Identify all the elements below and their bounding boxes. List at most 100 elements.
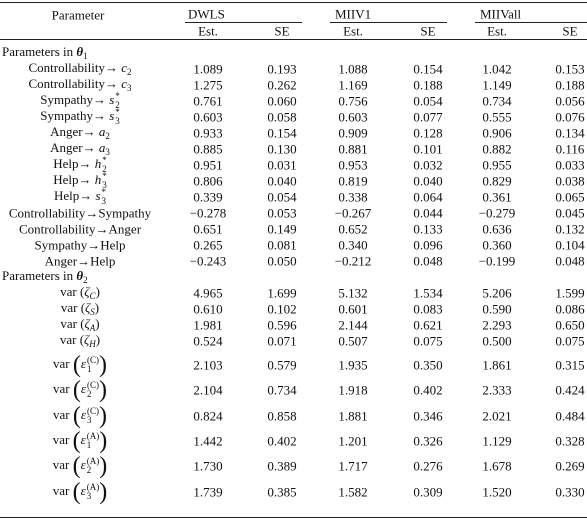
value-cell: 0.756: [338, 93, 368, 109]
value-cell: 0.507: [338, 333, 368, 349]
row-label: var (ε (A) 1): [53, 429, 107, 453]
value-cell: 0.065: [555, 189, 585, 205]
value-cell: 0.933: [193, 125, 223, 141]
label-part: ): [98, 377, 107, 404]
value-cell: 0.132: [555, 221, 585, 237]
value-cell: 0.130: [267, 141, 297, 157]
label-part: ): [98, 402, 107, 429]
value-cell: 0.096: [413, 237, 443, 253]
column-header: Est.: [198, 23, 218, 39]
subscript: 3: [102, 180, 107, 190]
value-cell: 1.201: [338, 433, 368, 449]
label-part: c: [121, 60, 128, 75]
value-cell: 0.128: [413, 125, 443, 141]
value-cell: 0.058: [267, 109, 297, 125]
value-cell: 0.104: [555, 237, 585, 253]
value-cell: −0.243: [189, 253, 227, 269]
value-cell: 0.330: [555, 484, 585, 499]
superscript: (C): [86, 405, 99, 416]
label-part: Controllability→: [28, 60, 122, 75]
value-cell: 0.953: [338, 157, 368, 173]
value-cell: −0.212: [334, 253, 372, 269]
label-part: Controllability→: [28, 76, 122, 91]
bottom-rule: [0, 517, 587, 518]
value-cell: 0.885: [193, 141, 223, 157]
value-cell: 2.104: [193, 382, 223, 398]
row-label: var (ζA): [60, 317, 99, 333]
header-rule: [0, 39, 587, 40]
value-cell: 0.154: [267, 125, 297, 141]
value-cell: 0.955: [482, 157, 512, 173]
subscript: 3: [86, 414, 92, 425]
value-cell: 0.636: [482, 221, 512, 237]
label-part: 2: [127, 67, 132, 77]
label-part: Anger→: [50, 140, 99, 155]
value-cell: 0.031: [267, 157, 297, 173]
value-cell: 0.621: [413, 317, 443, 333]
value-cell: 0.881: [338, 141, 368, 157]
sub-sup: * 2: [115, 92, 120, 110]
label-part: (: [72, 352, 81, 378]
superscript: *: [102, 155, 107, 165]
label-part: S: [90, 307, 95, 317]
value-cell: 0.053: [267, 205, 297, 221]
label-part: a: [98, 140, 106, 155]
superscript: (C): [86, 380, 99, 391]
group-header: MIIVall: [480, 6, 522, 22]
label-part: ζ: [84, 284, 90, 299]
value-cell: 0.101: [413, 141, 443, 157]
label-part: var (: [60, 300, 86, 315]
label-part: var (: [60, 284, 85, 299]
label-part: a: [98, 124, 106, 139]
sub-sup: (A) 3: [87, 482, 100, 501]
group-header: MIIV1: [335, 6, 372, 22]
value-cell: 0.858: [267, 408, 297, 424]
sub-sup: (C) 1: [87, 356, 99, 374]
label-part: (: [72, 478, 81, 505]
row-label: var (ε (A) 3): [53, 480, 107, 504]
row-label: var (ζC): [60, 285, 100, 301]
label-part: var (: [59, 332, 85, 347]
label-part: Help→: [53, 155, 95, 171]
value-cell: 0.054: [267, 189, 297, 205]
value-cell: 0.603: [193, 109, 223, 125]
row-label: var (ε (C) 3): [53, 404, 107, 428]
value-cell: 0.652: [338, 221, 368, 237]
value-cell: 5.206: [482, 285, 512, 301]
value-cell: 1.275: [193, 77, 223, 93]
row-label: Controllability→Sympathy: [9, 207, 151, 220]
subscript: 1: [86, 439, 92, 450]
value-cell: 0.734: [267, 382, 297, 398]
label-part: (: [72, 427, 81, 454]
value-cell: 1.730: [193, 458, 223, 474]
label-part: ε: [80, 482, 86, 498]
label-part: Help→: [53, 171, 95, 187]
label-part: ): [99, 453, 108, 480]
row-label: Help→ h * 3: [53, 172, 107, 190]
subscript: 2: [115, 100, 120, 110]
superscript: *: [101, 187, 107, 197]
value-cell: 0.829: [482, 173, 512, 189]
column-header: Est.: [487, 23, 507, 39]
subscript: 2: [86, 465, 92, 476]
value-cell: 0.154: [413, 61, 443, 77]
value-cell: 0.134: [555, 125, 585, 141]
row-label: var (ζS): [61, 301, 99, 317]
value-cell: −0.199: [478, 253, 516, 269]
row-label: Anger→ a3: [50, 141, 110, 157]
row-label: Help→ s * 3: [54, 188, 106, 206]
value-cell: 0.328: [555, 433, 585, 449]
value-cell: 1.149: [482, 77, 512, 93]
value-cell: 0.951: [193, 157, 223, 173]
value-cell: 0.806: [193, 173, 223, 189]
label-part: ): [95, 284, 100, 299]
value-cell: 0.601: [338, 301, 368, 317]
value-cell: 0.555: [482, 109, 512, 125]
label-part: 3: [127, 83, 132, 93]
value-cell: 0.734: [482, 93, 512, 109]
value-cell: 0.315: [555, 357, 585, 373]
value-cell: 2.293: [482, 317, 512, 333]
label-part: Controllability→Anger: [18, 221, 142, 237]
subscript: 2: [102, 164, 107, 174]
label-part: Anger→Help: [44, 253, 116, 269]
